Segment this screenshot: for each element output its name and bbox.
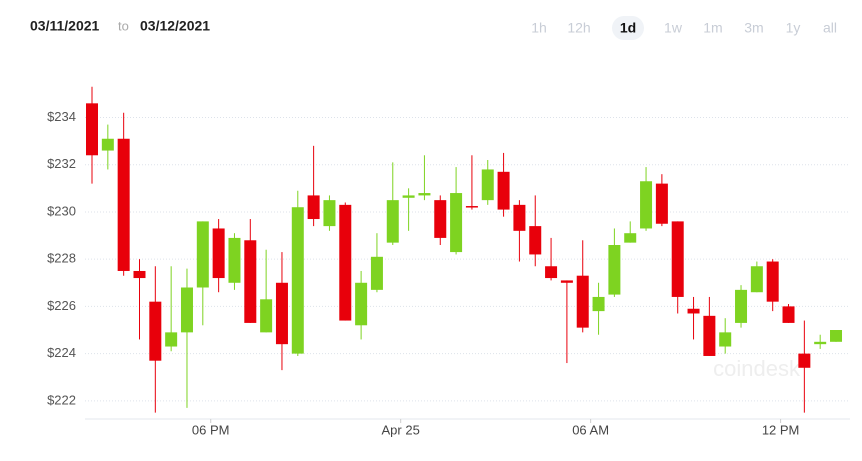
candle-body xyxy=(560,280,573,283)
range-button[interactable]: 12h xyxy=(567,20,590,36)
y-tick-label: $232 xyxy=(47,156,76,171)
candle-body xyxy=(133,270,146,279)
candle-body xyxy=(655,183,668,224)
candle-body xyxy=(260,299,273,333)
watermark: coindesk xyxy=(713,356,801,381)
candle-body xyxy=(735,289,748,323)
candle-body xyxy=(608,245,621,295)
candle-body xyxy=(307,195,320,220)
candle-body xyxy=(798,353,811,368)
candle-body xyxy=(244,240,257,323)
candle-body xyxy=(228,237,241,283)
candle-body xyxy=(165,332,178,347)
candle-body xyxy=(576,275,589,328)
range-button[interactable]: 1h xyxy=(531,20,547,36)
candle-body xyxy=(750,266,763,293)
candle-body xyxy=(291,207,304,354)
candle-body xyxy=(545,266,558,279)
date-to[interactable]: 03/12/2021 xyxy=(140,18,210,34)
range-button[interactable]: 1m xyxy=(703,20,722,36)
y-tick-label: $222 xyxy=(47,392,76,407)
candle-body xyxy=(86,103,98,156)
candle-body xyxy=(418,193,431,196)
candle-body xyxy=(149,301,162,361)
candle-body xyxy=(355,282,368,326)
candle-body xyxy=(386,200,399,243)
candle-body xyxy=(592,296,605,312)
candle-body xyxy=(180,287,193,333)
candle-body xyxy=(339,204,352,321)
candle-body xyxy=(323,200,336,227)
candle-body xyxy=(275,282,288,345)
x-tick-label: 06 PM xyxy=(192,422,230,437)
candle-body xyxy=(212,228,225,279)
candle-body xyxy=(196,221,209,288)
candle-body xyxy=(640,181,653,229)
candle-body xyxy=(624,233,637,243)
x-tick-label: 06 AM xyxy=(572,422,609,437)
y-tick-label: $224 xyxy=(47,345,76,360)
range-button[interactable]: 1w xyxy=(664,20,683,36)
range-button[interactable]: all xyxy=(823,20,837,36)
candle-body xyxy=(766,261,779,302)
candle-body xyxy=(782,306,795,323)
date-separator: to xyxy=(118,18,129,33)
y-tick-label: $230 xyxy=(47,203,76,218)
candle-body xyxy=(513,204,526,231)
range-button[interactable]: 1y xyxy=(786,20,801,36)
candle-body xyxy=(671,221,684,297)
candle-body xyxy=(101,138,114,151)
candle-body xyxy=(703,315,716,356)
y-tick-label: $226 xyxy=(47,298,76,313)
candle-body xyxy=(529,226,542,255)
candle-body xyxy=(497,171,510,210)
date-from[interactable]: 03/11/2021 xyxy=(30,18,100,34)
y-tick-label: $234 xyxy=(47,109,76,124)
range-button[interactable]: 3m xyxy=(744,20,763,36)
candle-body xyxy=(814,341,827,345)
candle-body xyxy=(481,169,494,201)
y-tick-label: $228 xyxy=(47,251,76,266)
candle-body xyxy=(434,200,447,238)
x-tick-label: Apr 25 xyxy=(382,422,420,437)
range-button-active[interactable] xyxy=(612,16,644,40)
candle-body xyxy=(117,138,130,271)
candle-body xyxy=(370,256,383,290)
range-button[interactable]: 1d xyxy=(620,20,636,36)
candle-body xyxy=(465,206,478,208)
candle-body xyxy=(719,332,732,347)
candle-body xyxy=(402,195,415,198)
candle-body xyxy=(830,330,843,342)
candle-body xyxy=(687,308,700,314)
candle-body xyxy=(450,193,463,253)
x-tick-label: 12 PM xyxy=(762,422,800,437)
